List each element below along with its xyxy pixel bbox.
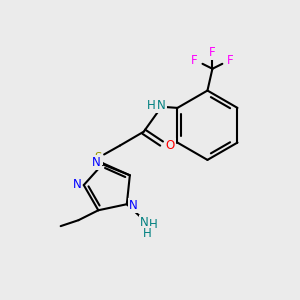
Text: N: N <box>72 178 81 190</box>
Text: O: O <box>166 139 175 152</box>
Text: F: F <box>227 54 234 67</box>
Text: F: F <box>191 54 198 67</box>
Text: S: S <box>94 151 102 164</box>
Text: F: F <box>209 46 216 59</box>
Text: N: N <box>92 156 101 169</box>
Text: H: H <box>147 99 156 112</box>
Text: N: N <box>157 99 166 112</box>
Text: N: N <box>129 199 138 212</box>
Text: H: H <box>143 227 152 240</box>
Text: H: H <box>149 218 158 230</box>
Text: N: N <box>140 216 149 229</box>
